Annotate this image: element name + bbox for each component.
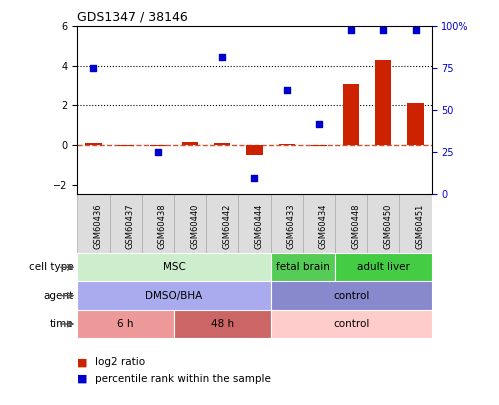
Text: fetal brain: fetal brain xyxy=(276,262,330,272)
Text: log2 ratio: log2 ratio xyxy=(95,358,145,367)
Bar xyxy=(174,194,206,253)
Bar xyxy=(270,194,303,253)
Bar xyxy=(335,194,367,253)
Point xyxy=(379,26,387,33)
Bar xyxy=(399,194,432,253)
Bar xyxy=(270,281,432,310)
Bar xyxy=(247,145,262,155)
Bar xyxy=(110,194,142,253)
Bar xyxy=(270,310,432,338)
Text: adult liver: adult liver xyxy=(357,262,410,272)
Text: ■: ■ xyxy=(77,358,88,367)
Text: GSM60451: GSM60451 xyxy=(416,203,425,249)
Bar xyxy=(278,144,295,145)
Point xyxy=(218,53,226,60)
Point xyxy=(315,121,323,127)
Text: GSM60437: GSM60437 xyxy=(126,203,135,249)
Bar xyxy=(77,194,110,253)
Bar xyxy=(77,310,174,338)
Bar xyxy=(270,253,335,281)
Point xyxy=(89,65,97,72)
Text: GSM60442: GSM60442 xyxy=(222,203,231,249)
Bar xyxy=(335,253,432,281)
Text: GSM60440: GSM60440 xyxy=(190,203,199,249)
Text: control: control xyxy=(333,319,369,329)
Text: GSM60434: GSM60434 xyxy=(319,203,328,249)
Text: GSM60433: GSM60433 xyxy=(287,203,296,249)
Bar xyxy=(214,143,231,145)
Text: GSM60444: GSM60444 xyxy=(254,203,263,249)
Text: percentile rank within the sample: percentile rank within the sample xyxy=(95,374,270,384)
Text: GSM60436: GSM60436 xyxy=(93,203,102,249)
Text: GDS1347 / 38146: GDS1347 / 38146 xyxy=(77,11,188,24)
Text: 6 h: 6 h xyxy=(117,319,134,329)
Bar xyxy=(375,60,391,145)
Bar xyxy=(343,84,359,145)
Bar xyxy=(206,194,239,253)
Bar xyxy=(174,310,270,338)
Bar xyxy=(118,145,134,146)
Bar xyxy=(150,145,166,146)
Point xyxy=(154,149,162,156)
Text: GSM60450: GSM60450 xyxy=(383,203,392,249)
Text: control: control xyxy=(333,291,369,301)
Text: ■: ■ xyxy=(77,374,88,384)
Text: GSM60438: GSM60438 xyxy=(158,203,167,249)
Bar xyxy=(367,194,399,253)
Text: MSC: MSC xyxy=(163,262,186,272)
Text: agent: agent xyxy=(44,291,74,301)
Bar xyxy=(77,281,270,310)
Text: time: time xyxy=(50,319,74,329)
Bar xyxy=(142,194,174,253)
Bar xyxy=(182,142,198,145)
Point xyxy=(412,26,420,33)
Text: DMSO/BHA: DMSO/BHA xyxy=(145,291,203,301)
Text: GSM60448: GSM60448 xyxy=(351,203,360,249)
Point xyxy=(250,174,258,181)
Bar xyxy=(85,143,101,145)
Bar xyxy=(239,194,270,253)
Point xyxy=(283,87,291,94)
Bar xyxy=(303,194,335,253)
Point xyxy=(347,26,355,33)
Bar xyxy=(77,253,270,281)
Text: cell type: cell type xyxy=(29,262,74,272)
Bar xyxy=(311,145,327,146)
Text: 48 h: 48 h xyxy=(211,319,234,329)
Bar xyxy=(408,103,424,145)
